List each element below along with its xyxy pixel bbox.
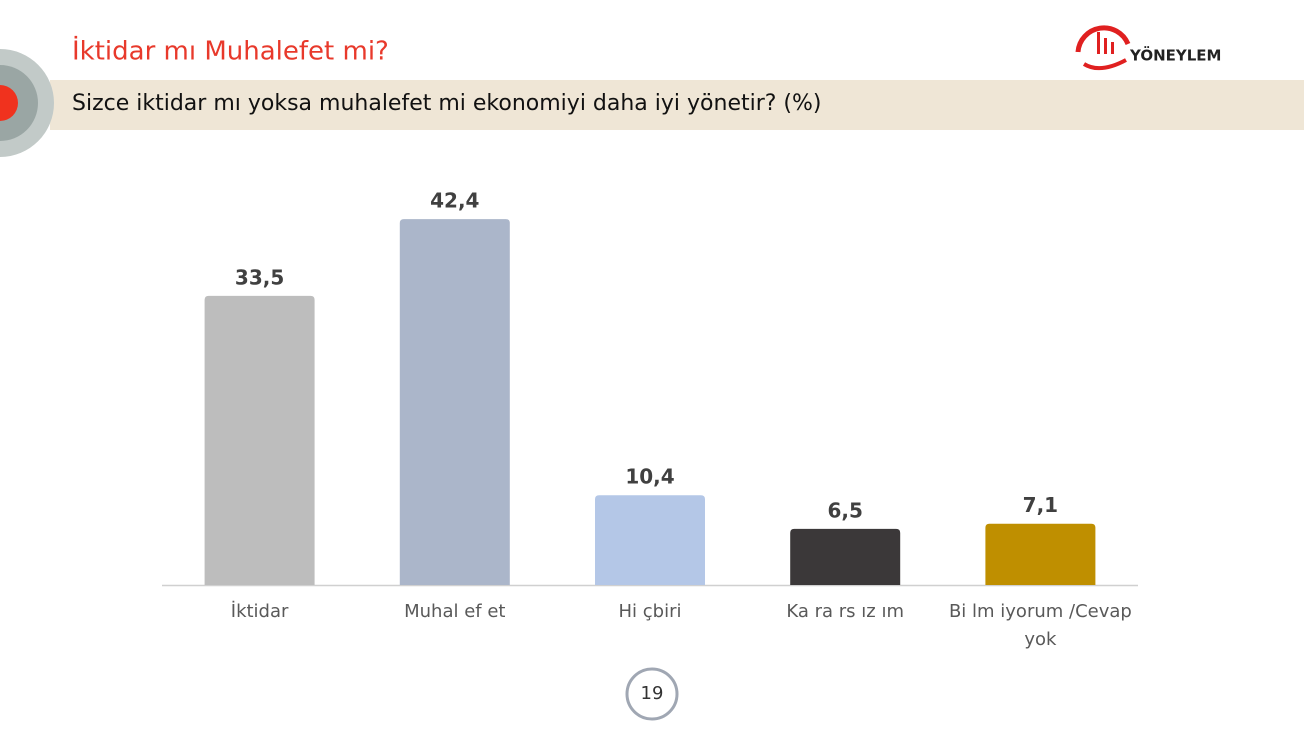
x-tick-label: İktidar bbox=[230, 601, 289, 622]
x-tick-label: Muhal ef et bbox=[404, 601, 506, 622]
x-tick-label: Ka ra rs ız ım bbox=[786, 601, 904, 622]
decor-circle bbox=[0, 65, 38, 141]
value-label: 7,1 bbox=[1023, 493, 1058, 517]
subtitle-band bbox=[50, 80, 1304, 130]
x-tick-label: Bi lm iyorum /Cevap yok bbox=[948, 601, 1132, 650]
bar bbox=[204, 295, 315, 585]
chart-title: Sizce iktidar mı yoksa muhalefet mi ekon… bbox=[72, 91, 822, 116]
decor-dot bbox=[0, 85, 18, 121]
bar bbox=[790, 528, 901, 585]
value-label: 42,4 bbox=[430, 189, 479, 213]
page-number: 19 bbox=[641, 683, 664, 704]
bar bbox=[985, 523, 1096, 585]
logo-text: YÖNEYLEM bbox=[1129, 46, 1221, 65]
slide-title: İktidar mı Muhalefet mi? bbox=[72, 35, 389, 67]
value-label: 10,4 bbox=[625, 465, 674, 489]
x-tick-label: Hi çbiri bbox=[618, 601, 682, 622]
bar bbox=[399, 219, 510, 585]
logo: YÖNEYLEM bbox=[1075, 25, 1221, 71]
page-number-circle bbox=[625, 667, 679, 721]
value-label: 6,5 bbox=[827, 498, 862, 522]
bar bbox=[595, 495, 705, 585]
value-label: 33,5 bbox=[235, 265, 284, 289]
